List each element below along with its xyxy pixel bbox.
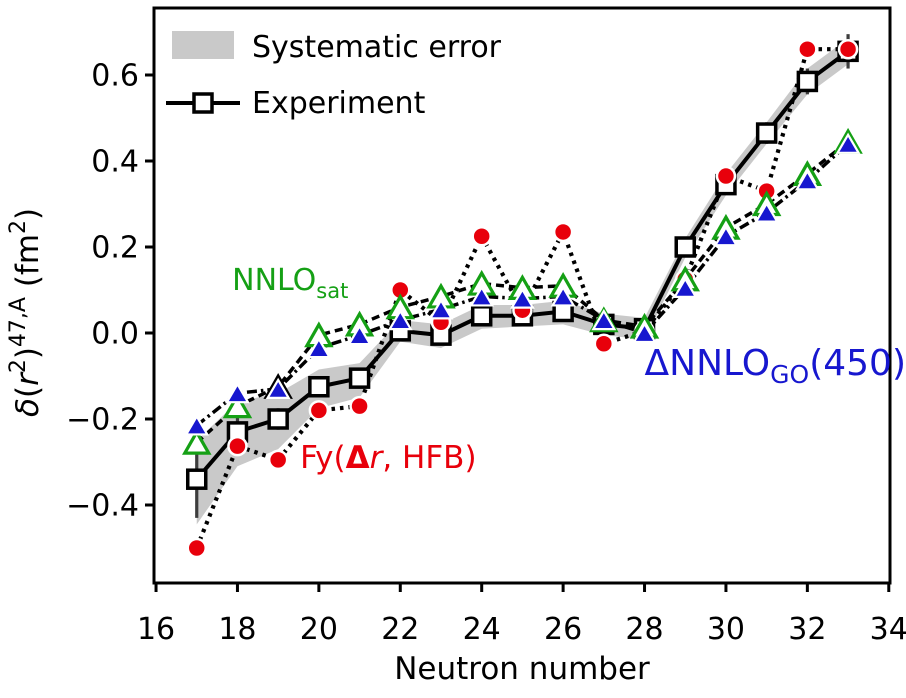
- experiment-marker: [267, 408, 289, 430]
- experiment-marker: [470, 305, 493, 327]
- y-axis-title-text: δ(r2)47,A (fm2): [6, 208, 46, 417]
- nnlo-sat-label-text: NNLOsat: [232, 263, 348, 303]
- nnlo-sat-marker: [181, 428, 212, 455]
- dnnlo-label-text: ΔNNLOGO(450): [645, 343, 906, 389]
- nnlo-sat-marker: [222, 392, 253, 419]
- x-tick-label: 16: [137, 612, 175, 647]
- dnnlo-go-marker: [591, 308, 617, 331]
- experiment-marker: [755, 122, 778, 144]
- x-axis-title: Neutron number: [394, 651, 650, 687]
- ΔNNLO_GO(450)-path: [195, 142, 850, 427]
- fy-marker: [593, 333, 615, 354]
- dnnlo-go-marker: [306, 336, 332, 359]
- fy-marker: [715, 165, 737, 187]
- legend-label-experiment: Experiment: [252, 86, 426, 121]
- experiment-marker: [308, 375, 330, 398]
- dnnlo-go-marker: [794, 169, 820, 191]
- x-tick-label: 32: [788, 612, 826, 647]
- plot-frame: [152, 6, 892, 585]
- dnnlo-go-marker: [428, 298, 454, 320]
- legend-label-systematic: Systematic error: [252, 30, 502, 65]
- x-tick-label: 20: [300, 612, 338, 647]
- y-tick-label: 0.4: [91, 144, 139, 179]
- x-tick-label: 24: [463, 612, 501, 647]
- y-tick-label: −0.4: [66, 488, 139, 523]
- nnlo-sat-label: NNLOsat: [232, 263, 348, 303]
- dnnlo-label: ΔNNLOGO(450): [645, 343, 906, 389]
- fy-marker: [349, 395, 370, 417]
- dnnlo-go-marker: [835, 132, 861, 154]
- x-tick-label: 28: [625, 612, 663, 647]
- x-tick-label: 30: [707, 612, 745, 647]
- ΔNNLO_GO(450)-line: [195, 142, 850, 427]
- y-tick-label: 0.6: [91, 58, 139, 93]
- fy-marker: [797, 38, 818, 60]
- dnnlo-go-marker: [225, 382, 250, 404]
- dnnlo-go-marker: [632, 321, 657, 344]
- dnnlo-go-marker: [469, 285, 495, 307]
- legend-band-swatch: [172, 31, 234, 59]
- fy-marker: [471, 225, 492, 247]
- x-tick-label: 26: [544, 612, 582, 647]
- dnnlo-go-marker: [754, 201, 780, 223]
- experiment-marker: [796, 70, 819, 93]
- fy-marker: [308, 400, 330, 421]
- fy-label-text: Fy(Δr, HFB): [300, 440, 476, 476]
- fy-marker: [552, 221, 574, 243]
- dnnlo-go-marker: [509, 287, 535, 309]
- x-tick-label: 22: [381, 612, 419, 647]
- experiment-marker: [185, 468, 208, 490]
- fy-marker: [837, 38, 859, 60]
- dnnlo-go-marker: [265, 377, 291, 399]
- fy-marker: [227, 435, 248, 457]
- fy-label: Fy(Δr, HFB): [300, 440, 476, 476]
- legend-experiment-marker: [192, 92, 214, 114]
- dnnlo-go-marker: [713, 225, 739, 247]
- y-tick-label: 0.0: [91, 316, 139, 351]
- x-tick-label: 18: [218, 612, 256, 647]
- fy-marker: [186, 537, 207, 559]
- experiment-marker: [674, 236, 696, 258]
- dnnlo-go-marker: [387, 308, 413, 331]
- y-axis-title: δ(r2)47,A (fm2): [6, 208, 46, 417]
- dnnlo-go-marker: [550, 285, 576, 307]
- y-tick-label: −0.2: [66, 402, 139, 437]
- y-tick-label: 0.2: [91, 230, 139, 265]
- fy-markers: [186, 38, 859, 559]
- axes: 16 18 20 22 24 26 28 30 32 34 −0.4 −0.2 0.0 0.2 0.4 0.6…: [66, 6, 906, 687]
- fy-marker: [267, 449, 289, 471]
- dnnlo-go-marker: [184, 414, 210, 436]
- dnnlo-go-marker: [672, 276, 698, 298]
- dnnlo-go-markers: [184, 132, 861, 436]
- dnnlo-go-marker: [347, 323, 372, 346]
- legend: Systematic error Experiment: [166, 30, 502, 121]
- experiment-marker: [348, 367, 371, 389]
- x-tick-label: 34: [870, 612, 906, 647]
